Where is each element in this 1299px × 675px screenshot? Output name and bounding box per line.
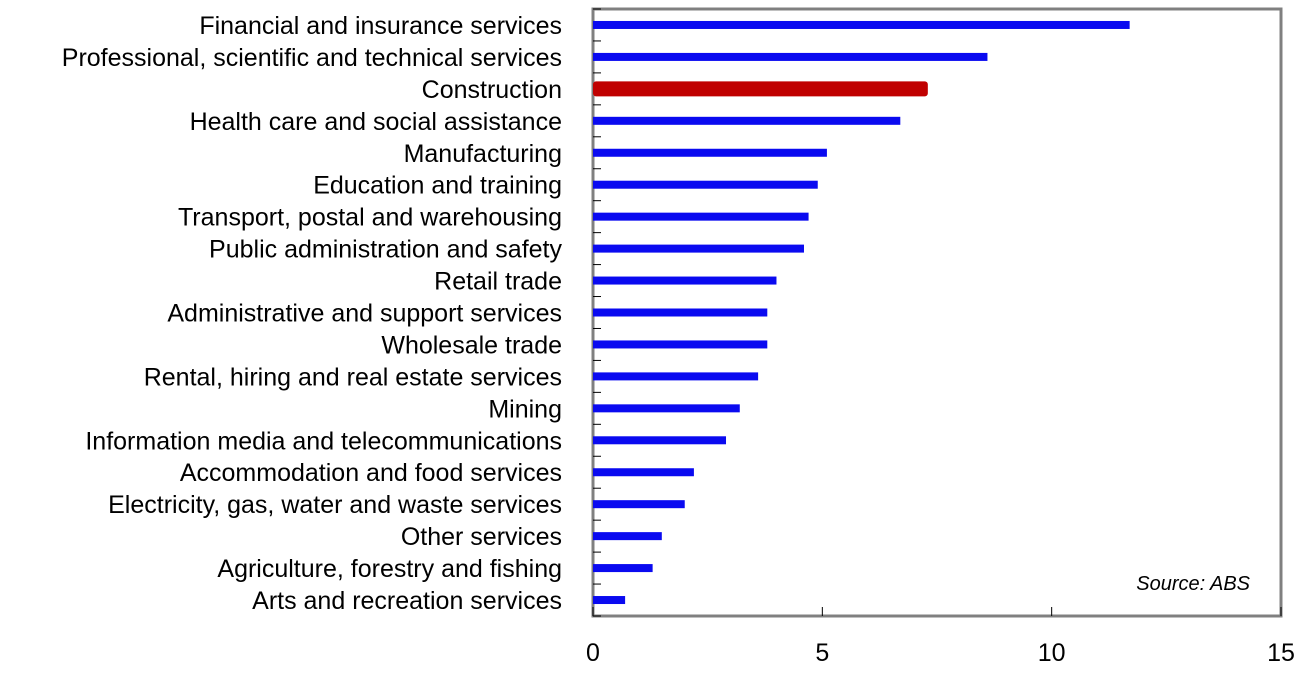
category-label: Financial and insurance services [199, 12, 562, 40]
y-axis-ticks [593, 8, 601, 617]
category-label: Health care and social assistance [190, 108, 562, 136]
bar-arts-and-recreation-services [593, 596, 626, 605]
x-tick-label: 5 [815, 639, 829, 667]
category-label: Accommodation and food services [180, 459, 562, 487]
category-label: Wholesale trade [381, 331, 562, 359]
x-tick-label: 15 [1267, 639, 1295, 667]
bar-agriculture-forestry-and-fishing [593, 564, 653, 573]
bar-manufacturing [593, 148, 827, 157]
category-label: Administrative and support services [167, 300, 562, 328]
bar-mining [593, 404, 740, 413]
category-label: Transport, postal and warehousing [178, 204, 562, 232]
bar-financial-and-insurance-services [593, 20, 1130, 29]
bar-professional-scientific-and-technical-services [593, 52, 988, 61]
category-label: Information media and telecommunications [85, 427, 562, 455]
category-label: Education and training [313, 172, 562, 200]
category-label: Mining [488, 395, 562, 423]
bar-accommodation-and-food-services [593, 468, 694, 477]
category-label: Agriculture, forestry and fishing [217, 555, 562, 583]
category-label: Manufacturing [404, 140, 562, 168]
bar-retail-trade [593, 276, 777, 285]
category-label: Rental, hiring and real estate services [144, 363, 562, 391]
bar-other-services [593, 532, 662, 541]
category-label: Other services [401, 523, 562, 551]
x-axis-ticks [592, 607, 1282, 616]
category-label: Professional, scientific and technical s… [62, 44, 562, 72]
x-tick-label: 0 [586, 639, 600, 667]
source-annotation: Source: ABS [1136, 573, 1250, 595]
category-label: Public administration and safety [209, 236, 562, 264]
category-label: Retail trade [434, 268, 562, 296]
x-tick-label: 10 [1038, 639, 1066, 667]
bars [593, 20, 1130, 605]
x-tick-labels: 0 5 10 15 [586, 639, 1295, 667]
bar-education-and-training [593, 180, 818, 189]
category-labels: Financial and insurance services Professi… [62, 12, 563, 615]
bar-information-media-and-telecommunications [593, 436, 727, 445]
bar-public-administration-and-safety [593, 244, 804, 253]
bar-electricity-gas-water-and-waste-services [593, 500, 685, 509]
bar-administrative-and-support-services [593, 308, 768, 317]
bar-health-care-and-social-assistance [593, 116, 901, 125]
bar-wholesale-trade [593, 340, 768, 349]
category-label: Construction [422, 76, 562, 104]
category-label: Electricity, gas, water and waste servic… [108, 491, 562, 519]
bar-construction [593, 81, 928, 97]
bar-rental-hiring-and-real-estate-services [593, 372, 759, 381]
category-label: Arts and recreation services [252, 587, 562, 615]
bar-transport-postal-and-warehousing [593, 212, 809, 221]
